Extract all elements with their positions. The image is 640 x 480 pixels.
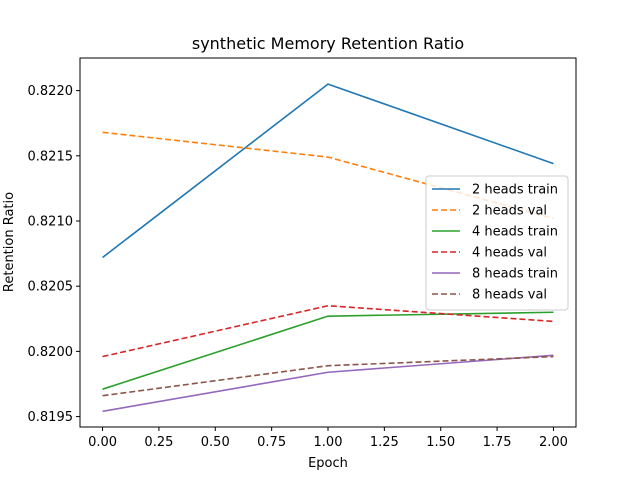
y-tick-label: 0.8205 xyxy=(28,280,74,295)
y-tick-label: 0.8195 xyxy=(28,410,74,425)
x-tick-label: 1.75 xyxy=(483,435,512,450)
plot-frame xyxy=(79,57,577,428)
legend: 2 heads train 2 heads val 4 heads train 4 h… xyxy=(425,175,569,311)
series-line-8-heads-val xyxy=(102,355,554,397)
series-line-4-heads-val xyxy=(102,304,554,358)
y-axis: 0.8195 0.8200 0.8205 0.8210 0.8215 0.8220 xyxy=(28,84,80,425)
x-tick-label: 0.75 xyxy=(257,435,286,450)
y-tick-label: 0.8215 xyxy=(28,149,74,164)
series-line-8-heads-train xyxy=(102,354,554,413)
chart-title: synthetic Memory Retention Ratio xyxy=(192,34,464,53)
y-tick-label: 0.8220 xyxy=(28,84,74,99)
x-axis: 0.00 0.25 0.50 0.75 1.00 1.25 1.50 1.75 2.00 xyxy=(88,427,568,450)
x-tick-label: 0.25 xyxy=(144,435,173,450)
x-tick-label: 2.00 xyxy=(539,435,568,450)
legend-label: 4 heads val xyxy=(472,246,547,261)
legend-box xyxy=(425,175,569,311)
legend-label: 8 heads val xyxy=(472,288,547,303)
x-tick-label: 1.50 xyxy=(426,435,455,450)
legend-label: 2 heads train xyxy=(472,183,558,198)
y-tick-label: 0.8200 xyxy=(28,345,74,360)
x-tick-label: 0.50 xyxy=(201,435,230,450)
legend-label: 4 heads train xyxy=(472,225,558,240)
x-tick-label: 1.00 xyxy=(314,435,343,450)
x-tick-label: 0.00 xyxy=(88,435,117,450)
y-axis-title: Retention Ratio xyxy=(2,192,17,292)
legend-label: 2 heads val xyxy=(472,204,547,219)
legend-label: 8 heads train xyxy=(472,267,558,282)
y-tick-label: 0.8210 xyxy=(28,214,74,229)
x-tick-label: 1.25 xyxy=(370,435,399,450)
x-axis-title: Epoch xyxy=(308,456,348,471)
series-line-2-heads-train xyxy=(102,83,554,259)
series-line-4-heads-train xyxy=(102,311,554,390)
